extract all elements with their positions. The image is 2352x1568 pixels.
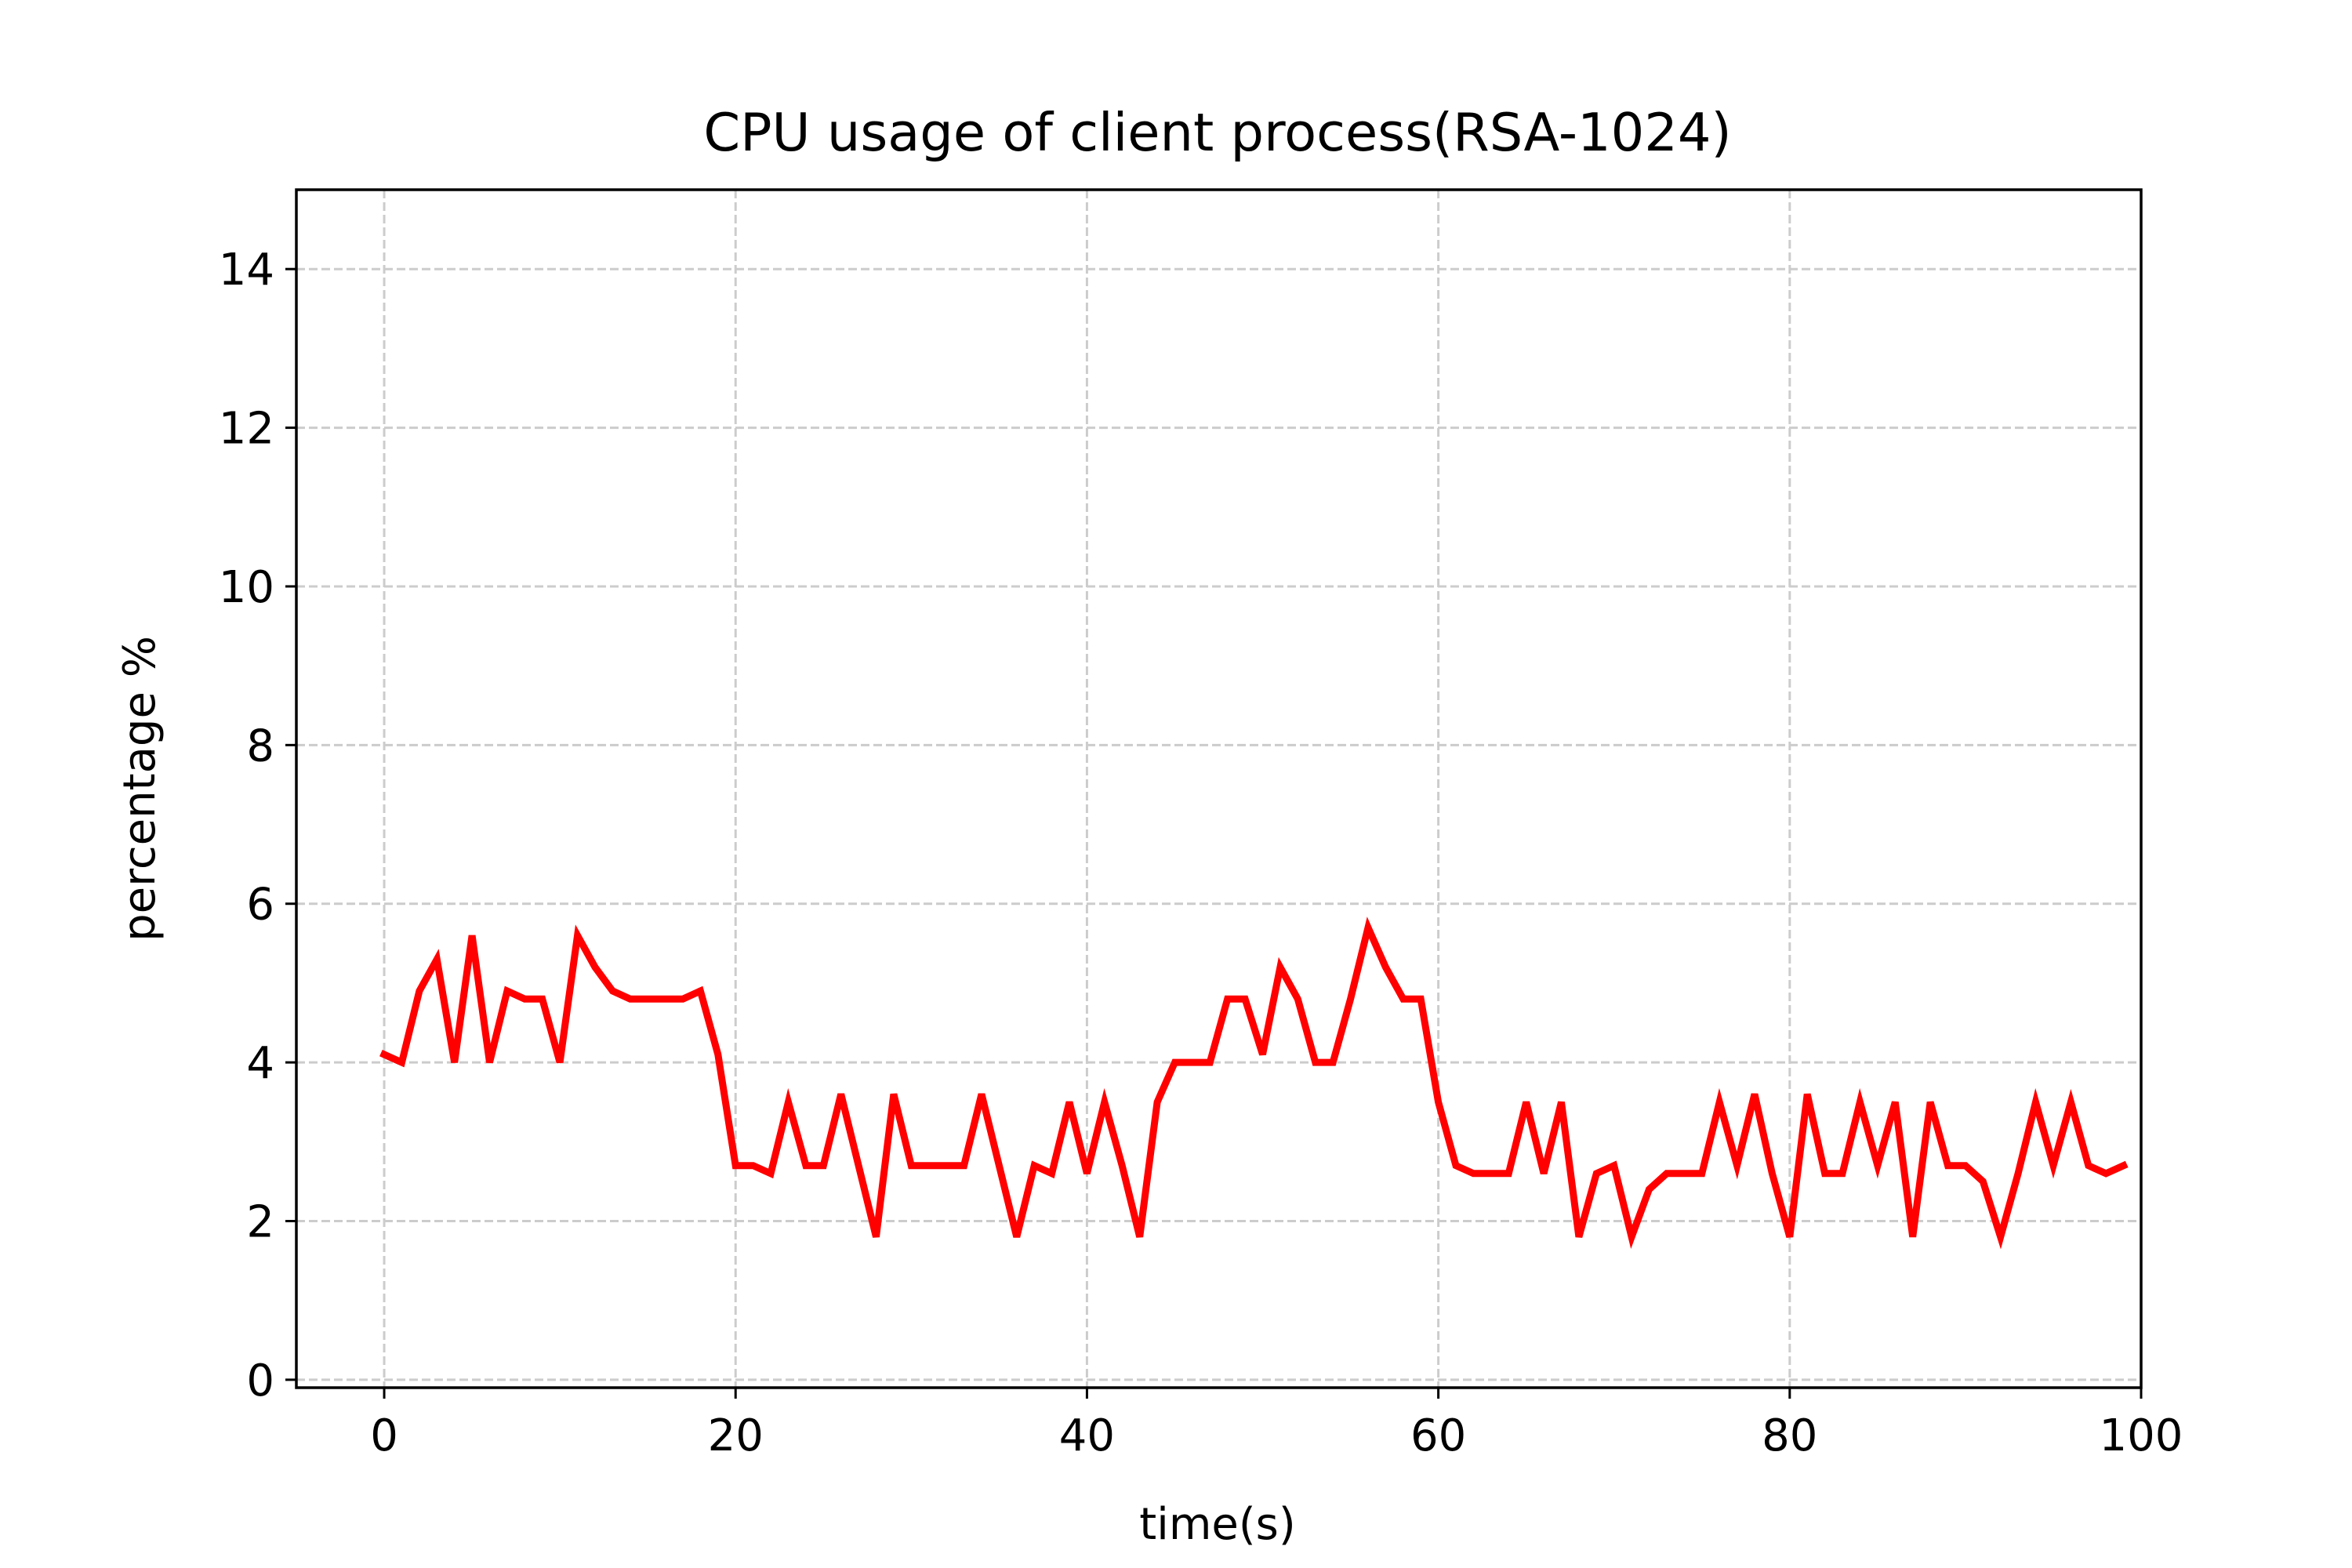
x-tick-label: 60 [1410,1410,1466,1461]
x-tick-label: 100 [2100,1410,2183,1461]
chart-title: CPU usage of client process(RSA-1024) [703,102,1731,163]
y-tick-label: 6 [246,880,274,931]
grid [296,190,2143,1388]
y-tick-label: 10 [219,562,274,613]
x-tick-label: 40 [1059,1410,1115,1461]
x-axis-title: time(s) [1139,1499,1295,1550]
x-tick-label: 80 [1762,1410,1817,1461]
series-line [379,916,2129,1250]
y-axis-title: percentage % [114,636,165,942]
y-tick-label: 4 [246,1038,274,1089]
y-tick-label: 14 [219,245,274,296]
y-tick-label: 0 [246,1356,274,1406]
x-axis: 0 20 40 60 80 100 [370,1388,2183,1461]
x-tick-label: 20 [708,1410,764,1461]
y-axis: 0 2 4 6 8 10 12 14 [219,245,296,1406]
plot-area-frame [295,188,2143,1389]
y-tick-label: 12 [219,404,274,455]
y-tick-label: 8 [246,720,274,771]
series-layer [379,916,2129,1250]
x-tick-label: 0 [370,1410,398,1461]
y-tick-label: 2 [246,1196,274,1247]
